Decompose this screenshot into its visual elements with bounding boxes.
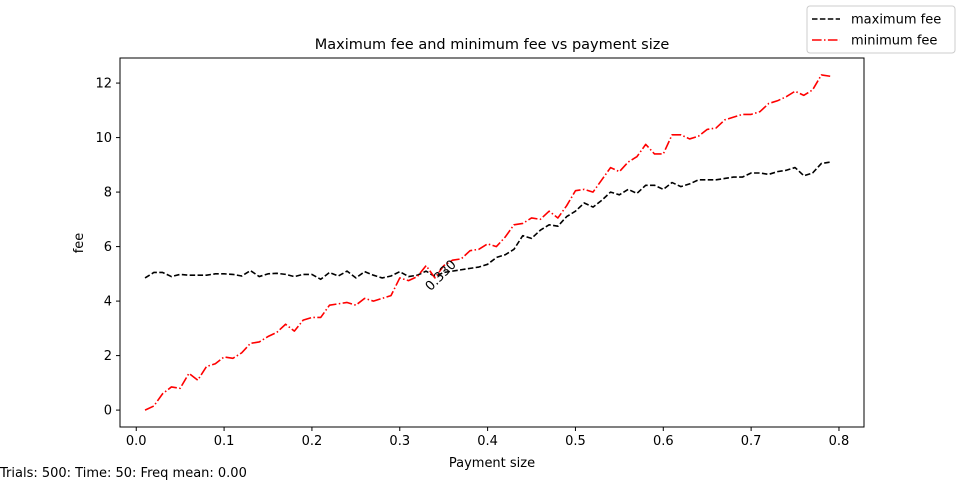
x-tick-label: 0.5 — [565, 434, 586, 449]
x-tick-label: 0.1 — [214, 434, 235, 449]
legend: maximum fee minimum fee — [806, 5, 956, 54]
y-tick-label: 4 — [104, 295, 112, 310]
y-tick-label: 12 — [95, 77, 112, 92]
x-tick-label: 0.8 — [829, 434, 850, 449]
x-axis-label: Payment size — [449, 456, 535, 471]
y-tick-label: 6 — [104, 240, 112, 255]
x-tick-label: 0.2 — [302, 434, 323, 449]
x-tick-label: 0.0 — [126, 434, 147, 449]
series-line-maximum-fee — [144, 161, 831, 281]
legend-label-minimum-fee: minimum fee — [851, 34, 937, 49]
footer-stats: Trials: 500: Time: 50: Freq mean: 0.00 — [0, 466, 247, 481]
legend-frame — [806, 5, 956, 54]
legend-label-maximum-fee: maximum fee — [851, 13, 941, 28]
y-axis-ticks: 0 2 4 6 8 10 12 — [95, 77, 120, 419]
x-axis-ticks: 0.0 0.1 0.2 0.3 0.4 0.5 0.6 0.7 0.8 — [126, 427, 849, 449]
y-tick-label: 0 — [104, 404, 112, 419]
chart-title: Maximum fee and minimum fee vs payment s… — [315, 37, 670, 53]
x-tick-label: 0.6 — [653, 434, 674, 449]
crossover-annotation: 0.330 — [423, 257, 460, 294]
y-tick-label: 2 — [104, 349, 112, 364]
x-tick-label: 0.7 — [741, 434, 762, 449]
annotation-layer: 0.330 — [423, 257, 460, 294]
x-tick-label: 0.4 — [477, 434, 498, 449]
x-tick-label: 0.3 — [389, 434, 410, 449]
y-axis-label: fee — [72, 233, 87, 254]
series-layer — [144, 74, 831, 411]
plot-area-frame — [119, 57, 865, 428]
y-tick-label: 10 — [95, 131, 112, 146]
y-tick-label: 8 — [104, 186, 112, 201]
series-line-minimum-fee — [144, 74, 831, 411]
